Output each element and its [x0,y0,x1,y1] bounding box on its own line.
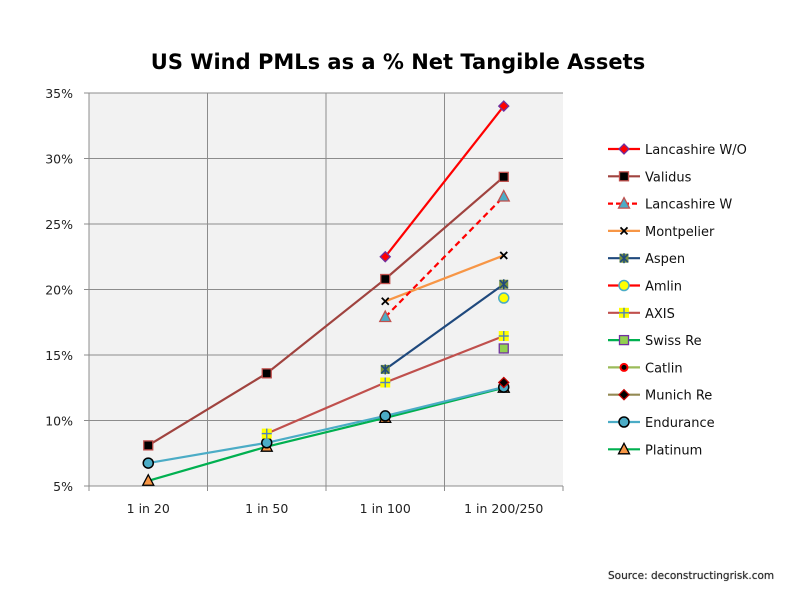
data-point-validus [143,440,154,451]
legend-item-munich-re: Munich Re [608,389,712,404]
legend-item-endurance: Endurance [608,416,715,431]
legend-label: Platinum [645,443,702,458]
y-tick-label: 20% [45,283,73,298]
legend-marker [618,279,630,292]
legend-item-platinum: Platinum [608,441,702,458]
x-tick-label: 1 in 100 [360,501,411,516]
y-tick-label: 5% [53,479,73,494]
series-line-lancashire-w [384,195,505,318]
series-line-lancashire-w-o [384,105,505,258]
data-point-validus [380,273,391,285]
series-line-endurance [148,386,505,465]
data-point-lancashire-w [378,309,392,323]
legend-marker [619,253,629,264]
y-tick-label: 15% [45,348,73,363]
data-point-montpelier [381,297,390,306]
legend-item-amlin: Amlin [608,280,682,295]
legend-item-aspen: Aspen [608,252,685,267]
data-point-lancashire-w [497,189,511,202]
source-text: Source: deconstructingrisk.com [608,570,775,582]
data-point-swiss-re [498,343,509,354]
data-point-amlin [498,292,510,304]
series-line-validus [147,176,505,447]
series-axis [261,331,509,439]
legend-item-lancashire-w-o: Lancashire W/O [608,143,747,158]
legend-item-montpelier: Montpelier [608,225,715,240]
data-point-axis [498,331,509,342]
legend-label: Amlin [645,280,682,295]
data-point-platinum [141,473,155,486]
data-point-axis [380,377,391,388]
data-point-validus [261,368,272,379]
legend-label: Munich Re [645,389,712,404]
series-amlin [498,292,510,304]
legend-label: Montpelier [645,225,715,240]
data-point-lancashire-w-o [497,100,510,113]
legend-label: Validus [645,170,692,185]
series-montpelier [381,251,508,306]
legend-marker [619,226,629,236]
legend-item-swiss-re: Swiss Re [608,334,702,349]
data-point-endurance [261,437,273,449]
data-point-lancashire-w-o [379,250,392,263]
series-swiss-re [498,343,509,354]
series-line-platinum [147,386,505,482]
y-tick-label: 35% [45,86,73,101]
legend-label: Lancashire W/O [645,143,747,158]
y-tick-label: 30% [45,152,73,167]
legend-item-validus: Validus [608,170,692,185]
x-tick-label: 1 in 200/250 [464,501,543,516]
data-point-axis [261,428,272,439]
legend: Lancashire W/O Validus Lancashire W Montpel… [608,143,747,458]
series-layer [141,100,511,486]
y-tick-label: 25% [45,217,73,232]
legend-item-lancashire-w: Lancashire W [608,196,732,213]
series-munich-re [497,376,510,389]
legend-label: Swiss Re [645,334,702,349]
series-lancashire-w-o [379,100,510,263]
legend-marker [618,416,630,428]
x-tick-label: 1 in 20 [127,501,170,516]
series-lancashire-w [378,189,511,323]
legend-marker [619,362,629,372]
legend-label: Aspen [645,252,685,267]
legend-marker [618,388,630,401]
legend-label: Endurance [645,416,715,431]
legend-marker [618,143,630,155]
legend-item-axis: AXIS [608,307,675,322]
data-point-montpelier [499,251,508,260]
legend-marker [619,307,629,318]
series-line-aspen [384,283,505,371]
series-aspen [380,279,509,375]
legend-marker [618,171,630,182]
y-tick-label: 10% [45,414,73,429]
legend-label: AXIS [645,307,675,322]
gridlines [89,92,563,491]
legend-item-catlin: Catlin [608,361,683,376]
data-point-validus [498,171,509,182]
data-point-aspen [499,279,509,290]
data-point-endurance [379,410,391,422]
legend-label: Lancashire W [645,198,732,213]
legend-marker [617,196,631,209]
series-line-montpelier [384,254,505,303]
data-point-munich-re [497,376,510,389]
data-point-aspen [380,364,390,375]
legend-marker [617,441,631,455]
legend-marker [618,334,630,346]
chart-title: US Wind PMLs as a % Net Tangible Assets [151,50,645,74]
series-validus [143,171,509,451]
legend-label: Catlin [645,361,683,376]
axes: 5% 10% 15% 20% 25% 30% 35% 1 in 20 1 in 50 1 in 1… [45,86,564,516]
data-point-endurance [142,457,154,469]
x-tick-label: 1 in 50 [245,501,288,516]
